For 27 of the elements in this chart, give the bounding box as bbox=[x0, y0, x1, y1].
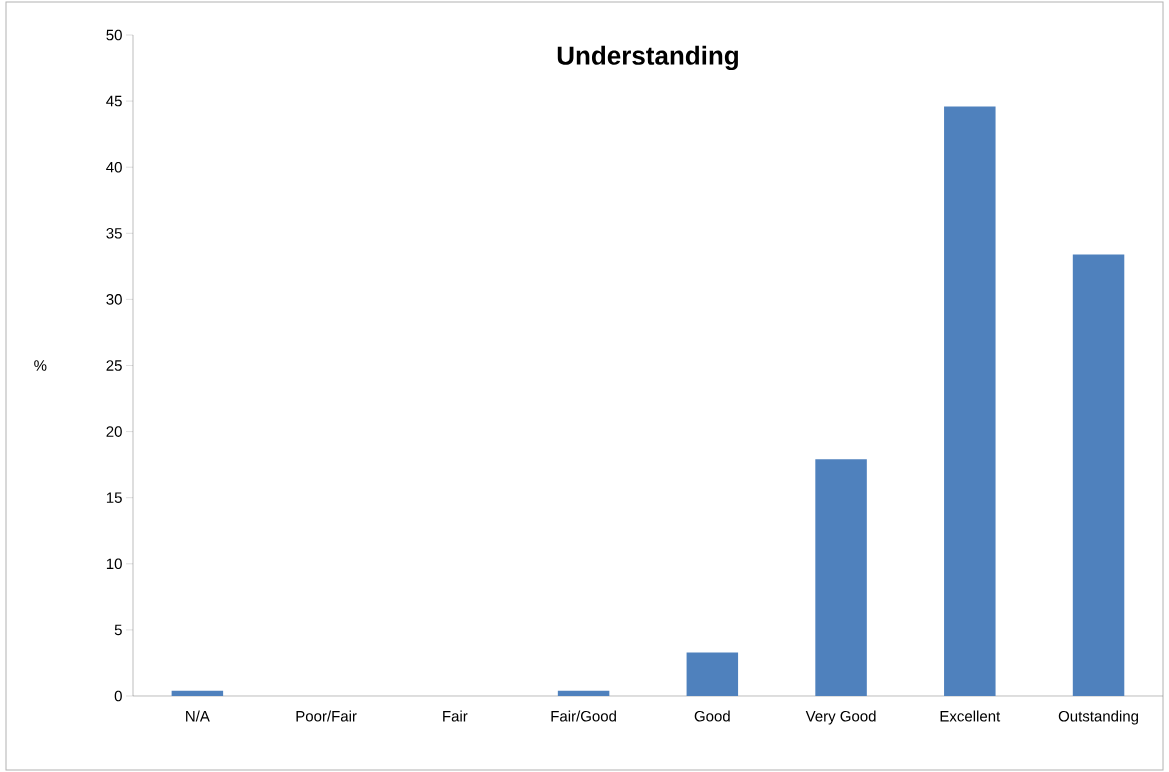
y-tick-label: 30 bbox=[106, 294, 122, 305]
bar bbox=[686, 652, 739, 696]
x-tick-label: Excellent bbox=[940, 710, 1001, 722]
bar bbox=[557, 690, 610, 696]
y-tick-label: 25 bbox=[106, 360, 122, 371]
x-tick-label: Good bbox=[694, 710, 730, 722]
x-tick-label: Poor/Fair bbox=[296, 710, 357, 722]
y-tick-label: 0 bbox=[114, 690, 122, 702]
x-tick-label: N/A bbox=[186, 710, 210, 722]
y-tick-label: 15 bbox=[106, 492, 122, 503]
x-tick-label: Very Good bbox=[805, 710, 876, 725]
y-axis-title: % bbox=[34, 360, 47, 371]
bar bbox=[944, 106, 996, 696]
y-tick-label: 45 bbox=[106, 95, 122, 107]
y-tick-label: 5 bbox=[114, 624, 122, 636]
chart-title: Understanding bbox=[557, 45, 738, 71]
y-tick-label: 40 bbox=[106, 161, 122, 173]
bar bbox=[1072, 254, 1125, 696]
bar bbox=[815, 459, 867, 696]
x-tick-label: Fair bbox=[443, 710, 468, 722]
x-tick-label: Fair/Good bbox=[551, 710, 616, 722]
x-tick-label: Outstanding bbox=[1058, 710, 1139, 725]
y-tick-label: 35 bbox=[106, 227, 122, 239]
y-tick-label: 10 bbox=[106, 558, 122, 570]
y-tick-label: 20 bbox=[106, 426, 122, 437]
y-tick-label: 50 bbox=[106, 29, 122, 41]
bar bbox=[171, 690, 224, 696]
